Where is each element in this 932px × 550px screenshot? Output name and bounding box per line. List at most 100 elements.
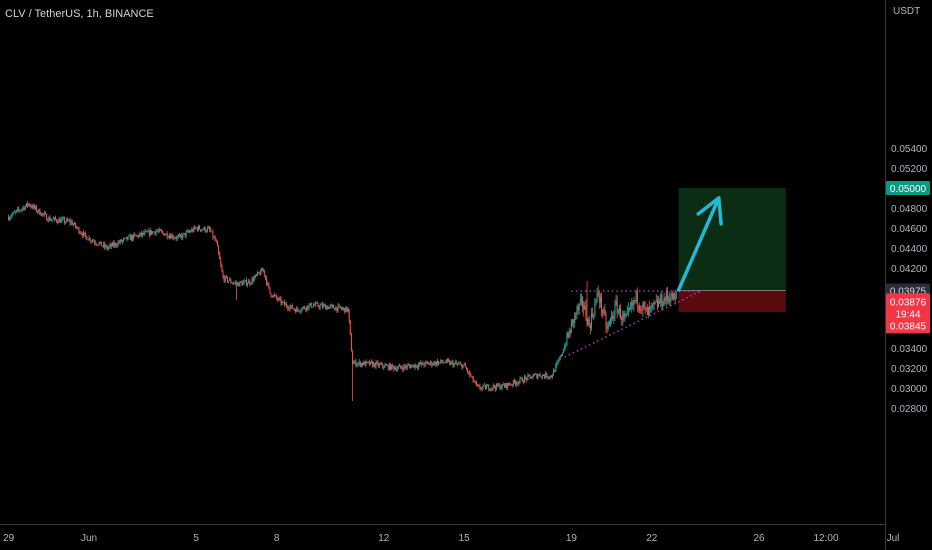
candle-body — [51, 219, 53, 221]
candle-body — [139, 232, 141, 235]
candle-body — [30, 206, 32, 207]
candle-body — [410, 365, 412, 368]
candle-body — [664, 297, 666, 302]
candle — [316, 301, 318, 304]
candle-body — [136, 235, 138, 237]
candle-body — [641, 309, 643, 311]
candle — [52, 216, 54, 220]
candle — [559, 354, 561, 361]
candle — [269, 287, 271, 294]
candle-body — [454, 362, 456, 364]
candle-body — [46, 214, 48, 221]
candle-body — [561, 352, 563, 356]
candle-body — [175, 237, 177, 239]
candle-body — [335, 307, 337, 311]
candle-body — [282, 301, 284, 303]
candle — [61, 216, 63, 223]
candle — [521, 376, 523, 383]
candle — [650, 305, 652, 314]
candle-body — [510, 384, 512, 386]
candle — [8, 214, 10, 221]
candle-body — [592, 313, 594, 317]
candle — [219, 251, 221, 260]
candle — [163, 232, 165, 236]
candle — [117, 240, 119, 248]
candle-body — [113, 242, 115, 246]
candle — [57, 219, 59, 225]
candle — [502, 381, 504, 386]
time-tick-label: Jul — [887, 533, 900, 544]
candle-body — [636, 291, 638, 306]
candle — [324, 303, 326, 307]
candle — [187, 229, 189, 234]
candle-body — [470, 375, 472, 377]
candle-body — [569, 331, 571, 334]
candle-body — [276, 295, 278, 299]
candle-body — [669, 298, 671, 302]
candle — [84, 232, 86, 236]
candle-body — [394, 368, 396, 370]
candle — [223, 274, 225, 284]
candle-body — [397, 366, 399, 369]
candle-body — [405, 366, 407, 368]
candle-body — [536, 373, 538, 378]
candle-body — [159, 229, 161, 231]
candle — [85, 231, 87, 239]
candle-body — [157, 231, 159, 232]
candle-body — [349, 321, 351, 335]
candle — [516, 380, 518, 388]
candle — [101, 245, 103, 247]
candle — [181, 233, 183, 240]
candle — [664, 296, 666, 305]
candle — [508, 382, 510, 387]
candle-body — [81, 233, 83, 237]
candle-body — [578, 304, 580, 310]
candle-body — [346, 306, 348, 312]
candle — [333, 304, 335, 309]
candle — [38, 209, 40, 214]
candle-body — [612, 316, 614, 319]
candle-body — [252, 278, 254, 281]
candle-body — [293, 308, 295, 310]
candle — [586, 281, 588, 328]
candle — [541, 374, 543, 380]
candle — [645, 307, 647, 312]
candle — [144, 229, 146, 237]
candle-body — [646, 307, 648, 316]
candle — [661, 291, 663, 311]
candle-body — [223, 277, 225, 282]
candle — [496, 383, 498, 391]
candle-body — [65, 221, 67, 223]
candle-body — [478, 385, 480, 387]
candle — [341, 306, 343, 311]
candle — [73, 221, 75, 225]
candle-body — [498, 384, 500, 387]
candle-body — [639, 306, 641, 310]
candle — [388, 362, 390, 372]
candle-body — [168, 235, 170, 238]
candle-body — [123, 238, 125, 241]
candle-body — [453, 363, 455, 367]
candle — [114, 240, 116, 249]
candle — [226, 276, 228, 283]
candle-body — [177, 236, 179, 238]
candle — [110, 242, 112, 250]
candle-body — [182, 233, 184, 239]
candle — [615, 294, 617, 306]
candle-body — [202, 229, 204, 231]
candle — [350, 332, 352, 352]
candle — [392, 363, 394, 370]
candle-body — [274, 295, 276, 297]
candle-body — [526, 377, 528, 380]
candle — [536, 373, 538, 379]
candle-body — [250, 283, 252, 285]
candle — [23, 206, 25, 211]
candle-body — [258, 272, 260, 274]
candle-body — [654, 301, 656, 304]
candle-body — [158, 229, 160, 232]
candle — [425, 360, 427, 365]
candle — [248, 278, 250, 284]
candle-body — [566, 333, 568, 345]
time-axis[interactable]: 29 Jun 5 8 12 15 19 22 26 12:00 Jul — [3, 533, 899, 544]
